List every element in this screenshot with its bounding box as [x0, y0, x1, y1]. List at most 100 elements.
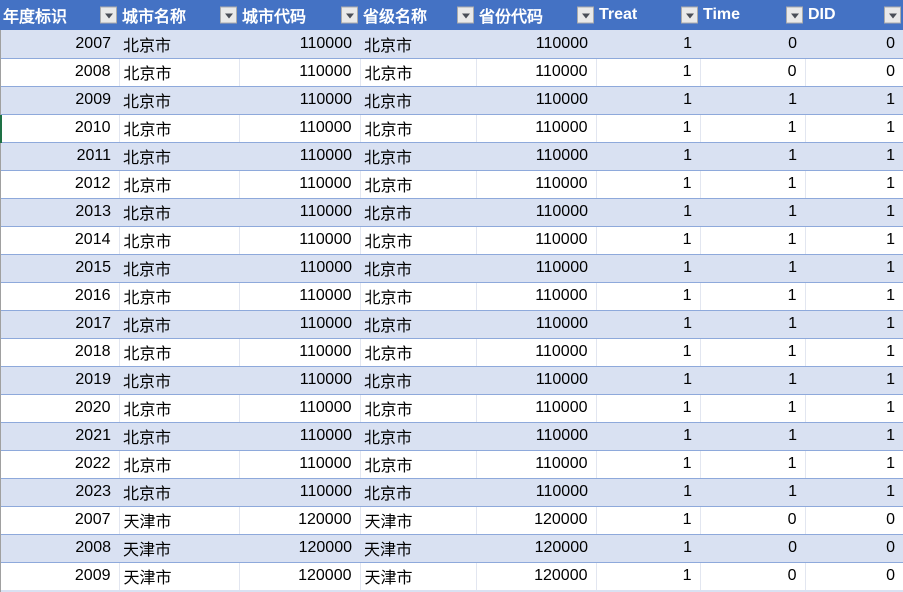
cell-province-name[interactable]: 北京市: [360, 170, 477, 199]
cell-did[interactable]: 0: [805, 562, 903, 591]
cell-city-name[interactable]: 北京市: [119, 366, 239, 395]
cell-province-code[interactable]: 120000: [476, 506, 597, 535]
cell-city-code[interactable]: 110000: [239, 338, 361, 367]
cell-treat[interactable]: 1: [596, 282, 701, 311]
cell-province-code[interactable]: 110000: [476, 366, 596, 395]
cell-treat[interactable]: 1: [596, 534, 700, 563]
cell-did[interactable]: 1: [805, 394, 903, 423]
cell-year[interactable]: 2022: [0, 450, 120, 479]
cell-city-name[interactable]: 北京市: [119, 114, 240, 143]
header-province-code[interactable]: 省份代码: [476, 0, 596, 30]
cell-city-name[interactable]: 北京市: [119, 58, 240, 87]
cell-province-name[interactable]: 北京市: [360, 338, 477, 367]
cell-city-name[interactable]: 北京市: [119, 170, 240, 199]
cell-treat[interactable]: 1: [596, 226, 701, 255]
cell-time[interactable]: 1: [700, 254, 805, 283]
cell-city-name[interactable]: 北京市: [119, 478, 239, 507]
cell-province-name[interactable]: 北京市: [360, 58, 477, 87]
cell-did[interactable]: 1: [805, 114, 903, 143]
cell-year[interactable]: 2012: [0, 170, 120, 199]
cell-city-code[interactable]: 110000: [239, 170, 361, 199]
cell-treat[interactable]: 1: [596, 450, 701, 479]
cell-treat[interactable]: 1: [596, 198, 700, 227]
cell-time[interactable]: 1: [700, 422, 805, 451]
cell-did[interactable]: 1: [805, 226, 903, 255]
cell-year[interactable]: 2010: [0, 114, 120, 143]
cell-year[interactable]: 2017: [0, 310, 119, 339]
cell-year[interactable]: 2019: [0, 366, 119, 395]
cell-time[interactable]: 1: [700, 338, 806, 367]
cell-province-name[interactable]: 天津市: [360, 562, 477, 591]
filter-dropdown-button[interactable]: [341, 6, 358, 24]
cell-city-code[interactable]: 110000: [239, 422, 360, 451]
cell-city-code[interactable]: 110000: [239, 450, 361, 479]
cell-province-name[interactable]: 北京市: [360, 394, 477, 423]
cell-province-code[interactable]: 120000: [476, 534, 596, 563]
cell-city-code[interactable]: 120000: [239, 534, 360, 563]
cell-time[interactable]: 1: [700, 282, 806, 311]
filter-dropdown-button[interactable]: [786, 6, 803, 24]
filter-dropdown-button[interactable]: [577, 6, 594, 24]
cell-time[interactable]: 1: [700, 86, 805, 115]
cell-treat[interactable]: 1: [596, 366, 700, 395]
cell-province-name[interactable]: 北京市: [360, 450, 477, 479]
cell-city-name[interactable]: 天津市: [119, 534, 239, 563]
cell-treat[interactable]: 1: [596, 394, 701, 423]
cell-time[interactable]: 1: [700, 394, 806, 423]
cell-year[interactable]: 2008: [0, 534, 119, 563]
cell-year[interactable]: 2020: [0, 394, 120, 423]
cell-did[interactable]: 1: [805, 478, 903, 507]
cell-province-name[interactable]: 北京市: [360, 422, 476, 451]
cell-year[interactable]: 2013: [0, 198, 119, 227]
cell-treat[interactable]: 1: [596, 338, 701, 367]
cell-year[interactable]: 2009: [0, 86, 119, 115]
cell-year[interactable]: 2023: [0, 478, 119, 507]
cell-city-code[interactable]: 110000: [239, 394, 361, 423]
cell-province-code[interactable]: 110000: [476, 478, 596, 507]
cell-time[interactable]: 1: [700, 450, 806, 479]
cell-city-name[interactable]: 北京市: [119, 142, 239, 171]
cell-year[interactable]: 2021: [0, 422, 119, 451]
cell-did[interactable]: 0: [805, 58, 903, 87]
cell-province-code[interactable]: 110000: [476, 170, 597, 199]
filter-dropdown-button[interactable]: [457, 6, 474, 24]
header-city-name[interactable]: 城市名称: [119, 0, 239, 30]
header-did[interactable]: DID: [805, 0, 903, 30]
cell-city-code[interactable]: 110000: [239, 114, 361, 143]
cell-time[interactable]: 1: [700, 170, 806, 199]
cell-year[interactable]: 2008: [0, 58, 120, 87]
filter-dropdown-button[interactable]: [100, 6, 117, 24]
cell-year[interactable]: 2018: [0, 338, 120, 367]
cell-year[interactable]: 2014: [0, 226, 120, 255]
cell-year[interactable]: 2007: [0, 506, 120, 535]
header-time[interactable]: Time: [700, 0, 805, 30]
cell-time[interactable]: 0: [700, 506, 806, 535]
cell-province-name[interactable]: 北京市: [360, 254, 476, 283]
cell-city-code[interactable]: 120000: [239, 506, 361, 535]
cell-treat[interactable]: 1: [596, 58, 701, 87]
cell-treat[interactable]: 1: [596, 478, 700, 507]
cell-time[interactable]: 1: [700, 478, 805, 507]
cell-province-name[interactable]: 天津市: [360, 506, 477, 535]
cell-city-name[interactable]: 北京市: [119, 30, 239, 59]
cell-treat[interactable]: 1: [596, 30, 700, 59]
cell-city-name[interactable]: 北京市: [119, 254, 239, 283]
cell-province-name[interactable]: 天津市: [360, 534, 476, 563]
cell-treat[interactable]: 1: [596, 506, 701, 535]
cell-city-code[interactable]: 110000: [239, 30, 360, 59]
cell-city-code[interactable]: 110000: [239, 142, 360, 171]
cell-province-name[interactable]: 北京市: [360, 310, 476, 339]
cell-province-name[interactable]: 北京市: [360, 366, 476, 395]
cell-did[interactable]: 1: [805, 254, 903, 283]
cell-city-code[interactable]: 110000: [239, 282, 361, 311]
cell-did[interactable]: 1: [805, 282, 903, 311]
header-city-code[interactable]: 城市代码: [239, 0, 360, 30]
cell-did[interactable]: 1: [805, 366, 903, 395]
cell-treat[interactable]: 1: [596, 170, 701, 199]
cell-city-code[interactable]: 110000: [239, 366, 360, 395]
cell-province-name[interactable]: 北京市: [360, 142, 476, 171]
cell-city-name[interactable]: 北京市: [119, 226, 240, 255]
cell-did[interactable]: 1: [805, 198, 903, 227]
cell-province-code[interactable]: 110000: [476, 310, 596, 339]
cell-treat[interactable]: 1: [596, 422, 700, 451]
